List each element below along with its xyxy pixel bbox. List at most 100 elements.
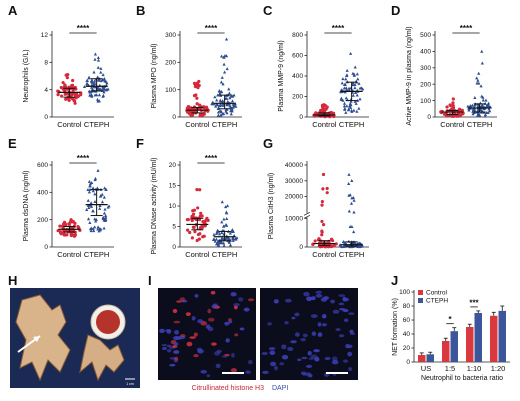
data-point-cteph [353,99,357,103]
x-axis-label: Neutrophil to bacteria ratio [421,375,503,382]
data-point-cteph [351,196,356,200]
data-point-cteph [355,93,359,97]
nucleus [310,354,318,359]
y-tick-label: 0 [427,114,431,121]
data-point-cteph [357,106,361,110]
data-point-cteph [222,241,226,245]
nucleus [191,316,196,321]
data-point-cteph [88,184,92,188]
data-point-cteph [222,70,227,74]
data-point-cteph [215,98,219,102]
nucleus [301,356,308,360]
category-label: US [421,364,431,373]
data-point-cteph [483,114,487,118]
data-point-cteph [220,220,224,224]
data-point-cteph [225,96,229,100]
data-point-control [320,199,324,204]
data-point-cteph [347,88,351,92]
nucleus [349,329,354,334]
data-point-cteph [91,80,95,84]
data-point-control [442,112,447,116]
nucleus [311,296,316,301]
data-point-cteph [345,73,349,77]
nucleus [285,298,292,303]
data-point-cteph [97,229,101,233]
nucleus [281,344,287,350]
data-point-control [317,237,321,241]
nucleus [317,322,322,327]
arrow-head-icon [33,336,40,342]
data-point-cteph [97,87,101,91]
data-point-cteph [351,81,355,85]
data-point-cteph [102,77,107,81]
data-point-cteph [100,200,105,204]
data-point-cteph [95,97,100,101]
significance-marker: **** [205,24,218,33]
cith3-positive-cell [173,320,181,324]
y-tick-label: 400 [37,190,48,197]
data-point-cteph [96,75,100,79]
category-label-control: Control [57,120,82,129]
data-point-cteph [355,109,359,113]
category-label-control: Control [185,120,210,129]
data-point-control [185,106,189,110]
data-point-cteph [227,87,231,91]
data-point-cteph [226,236,231,240]
data-point-control [197,237,201,241]
data-point-cteph [477,81,481,85]
nucleus [321,323,327,327]
y-tick-label: 30000 [285,178,303,185]
data-point-cteph [102,211,106,215]
y-tick-label: 10000 [285,216,303,223]
nucleus [247,360,253,365]
data-point-cteph [347,86,351,90]
y-tick-label: 100 [420,98,431,105]
y-tick-label: 600 [292,53,303,60]
data-point-cteph [96,65,100,69]
nucleus [230,292,237,297]
panel-label-h: H [8,273,17,288]
data-point-control [68,220,73,224]
data-point-cteph [90,94,94,98]
data-point-cteph [353,90,358,94]
data-point-cteph [233,104,237,108]
data-point-control [190,236,195,240]
data-point-cteph [230,99,235,103]
data-point-cteph [216,110,221,114]
data-point-cteph [232,93,236,97]
nucleus [243,307,250,312]
cith3-positive-cell [211,342,217,346]
category-label-cteph: CTEPH [84,250,109,259]
nucleus [332,356,338,361]
data-point-cteph [347,181,351,185]
data-point-cteph [349,99,353,103]
nucleus [215,363,221,369]
data-point-cteph [235,236,239,240]
data-point-cteph [480,49,484,53]
data-point-cteph [486,101,491,105]
nucleus [331,359,339,365]
scale-text: 1 cm [126,382,134,386]
cross-section-lumen [96,310,120,334]
data-point-control [71,220,75,224]
data-point-control [73,101,77,105]
data-point-cteph [230,108,234,112]
data-point-cteph [96,225,100,229]
data-point-cteph [471,112,475,116]
bar-cteph [498,310,506,362]
data-point-cteph [88,187,92,191]
bar-control [490,315,498,362]
nucleus [346,344,353,349]
nucleus [347,351,353,357]
data-point-cteph [353,83,357,87]
data-point-cteph [480,61,484,65]
data-point-cteph [216,239,220,243]
data-point-control [325,186,329,191]
significance-marker: *** [469,298,479,307]
data-point-cteph [93,79,97,83]
y-axis-label: Plasma MMP-9 (ng/ml) [278,40,285,112]
data-point-cteph [477,71,481,75]
data-point-cteph [93,225,97,229]
data-point-control [188,230,192,235]
data-point-cteph [341,98,345,102]
